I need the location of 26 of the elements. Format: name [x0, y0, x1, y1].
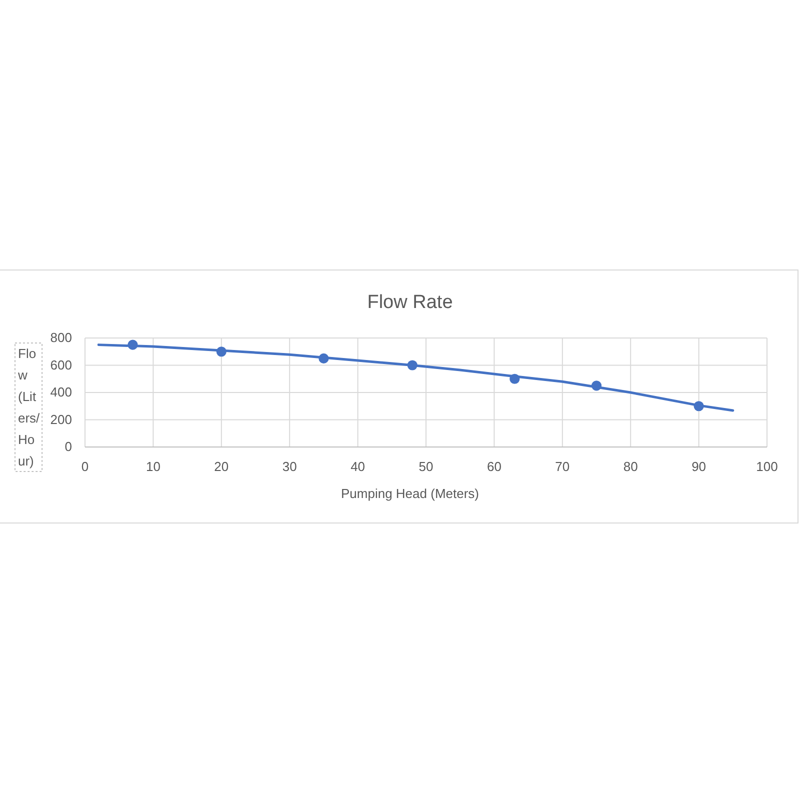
point — [694, 401, 704, 412]
x-tick-label: 10 — [146, 459, 160, 474]
line-series — [97, 344, 734, 412]
point — [407, 360, 418, 370]
point — [510, 374, 520, 384]
chart-title: Flow Rate — [367, 292, 453, 313]
point — [591, 380, 602, 391]
y-tick-label: 600 — [50, 357, 72, 372]
y-tick-label: 200 — [50, 412, 72, 427]
y-tick-label: 800 — [50, 330, 72, 346]
x-tick-label: 50 — [418, 459, 434, 474]
x-tick-label: 30 — [282, 459, 297, 474]
x-axis-title: Pumping Head (Meters) — [341, 486, 479, 501]
x-tick-label: 90 — [692, 459, 706, 474]
point — [318, 353, 329, 364]
x-tick-label: 0 — [81, 459, 89, 474]
x-tick-label: 80 — [623, 459, 638, 474]
point — [128, 340, 138, 350]
x-tick-label: 100 — [756, 459, 778, 474]
point — [216, 346, 226, 357]
x-tick-label: 60 — [486, 459, 502, 474]
x-tick-label: 70 — [555, 459, 570, 474]
x-tick-label: 20 — [214, 459, 229, 474]
y-tick-label: 0 — [64, 439, 72, 454]
y-tick-label: 400 — [50, 384, 72, 400]
x-tick-label: 40 — [350, 459, 366, 474]
